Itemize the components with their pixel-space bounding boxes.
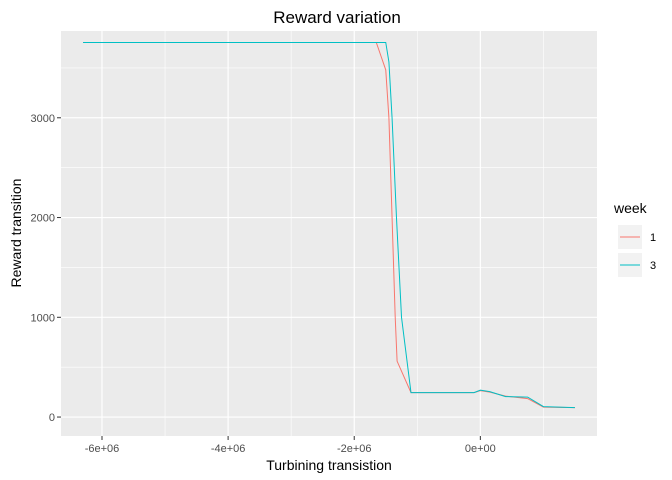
- y-tick-label: 1000: [31, 312, 55, 324]
- minor-gridlines: [61, 31, 597, 436]
- x-axis-title: Turbining transistion: [266, 457, 392, 473]
- y-tick-label: 2000: [31, 213, 55, 225]
- y-tick-label: 0: [49, 412, 55, 424]
- chart-title: Reward variation: [273, 8, 401, 27]
- x-tick-label: -4e+06: [211, 443, 246, 455]
- x-axis-ticks: -6e+06 -4e+06 -2e+06 0e+00: [85, 436, 496, 455]
- plot-panel: [61, 31, 597, 436]
- x-tick-label: -6e+06: [85, 443, 120, 455]
- legend-label: 3: [650, 260, 656, 272]
- y-tick-label: 3000: [31, 113, 55, 125]
- y-axis-title: Reward transition: [8, 179, 24, 288]
- series-line-week-3: [83, 41, 575, 409]
- x-tick-label: -2e+06: [337, 443, 372, 455]
- series-lines: [83, 41, 575, 409]
- major-gridlines: [61, 31, 597, 436]
- y-axis-ticks: 0 1000 2000 3000: [31, 113, 61, 424]
- legend-label: 1: [650, 232, 656, 244]
- x-tick-label: 0e+00: [465, 443, 496, 455]
- legend-title: week: [613, 200, 648, 216]
- legend: week 1 3: [613, 200, 656, 277]
